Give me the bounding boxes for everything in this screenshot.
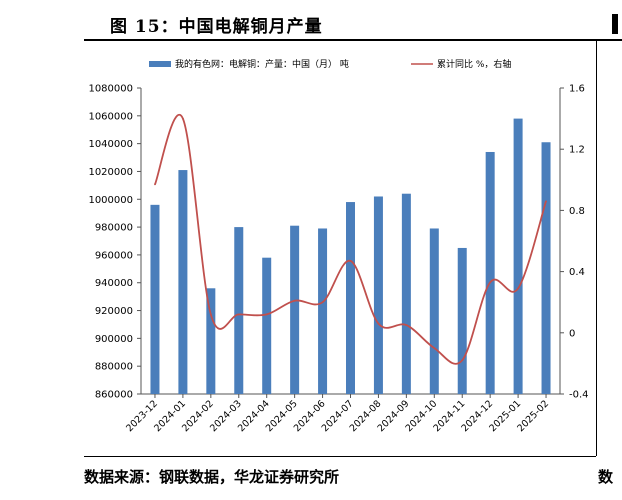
line-point: [377, 322, 380, 325]
left-axis-tick-label: 980000: [95, 223, 133, 234]
line-point: [405, 324, 408, 327]
line-point: [545, 200, 547, 203]
bar: [346, 202, 355, 394]
line-point: [433, 347, 436, 349]
left-axis-tick-label: 1000000: [88, 195, 133, 206]
x-axis: 2023-122024-012024-022024-032024-042024-…: [124, 393, 560, 434]
bar: [318, 228, 328, 394]
left-axis-tick-label: 960000: [95, 250, 133, 261]
right-axis-tick-label: 0.8: [569, 206, 585, 217]
line-point: [182, 117, 184, 120]
bar: [541, 142, 551, 394]
legend-bar-swatch: [149, 61, 171, 67]
bar: [401, 193, 411, 394]
legend-bar-label: 我的有色网：电解铜：产量：中国（月） 吨: [175, 58, 349, 70]
figure-title: 图 15：中国电解铜月产量: [110, 17, 323, 37]
bar: [513, 118, 523, 394]
left-axis-tick-label: 1020000: [88, 167, 133, 178]
left-axis-tick-label: 860000: [95, 390, 133, 401]
left-axis-tick-label: 920000: [95, 306, 133, 317]
source-note: 数据来源：钢联数据，华龙证券研究所: [84, 468, 340, 486]
bottom-rule: [84, 456, 596, 457]
legend-line-label: 累计同比 %，右轴: [437, 58, 511, 70]
line-series: [154, 114, 547, 365]
right-axis-tick-label: 1.2: [569, 145, 585, 156]
left-axis-tick-label: 1060000: [88, 111, 133, 122]
left-axis: 860000 880000 900000 920000 940000 960000 9800…: [88, 84, 142, 401]
line-point: [293, 299, 296, 302]
bar: [206, 288, 216, 394]
left-axis-tick-label: 880000: [95, 362, 133, 373]
right-axis-tick-label: 1.6: [569, 84, 585, 95]
adjacent-panel-source-fragment: 数: [598, 468, 614, 486]
line-point: [237, 313, 240, 316]
panel-divider: [596, 39, 597, 456]
bar: [457, 247, 467, 394]
bar: [150, 204, 160, 394]
bar: [429, 228, 439, 394]
left-axis-tick-label: 1040000: [88, 139, 133, 150]
bar: [234, 227, 244, 394]
cumulative-yoy-line: [154, 114, 547, 365]
right-axis-tick-label: -0.4: [569, 390, 589, 401]
line-point: [154, 183, 156, 186]
top-rule: [84, 39, 622, 41]
right-axis: -0.4 0 0.4 0.8 1.2 1.6: [559, 84, 589, 401]
bar-series: [150, 118, 551, 394]
bar: [290, 225, 300, 394]
adjacent-panel-edge: [612, 14, 618, 34]
left-axis-tick-label: 940000: [95, 278, 133, 289]
right-axis-tick-label: 0: [569, 328, 575, 339]
line-point: [461, 359, 464, 362]
bar: [485, 151, 495, 394]
left-axis-tick-label: 1080000: [88, 84, 133, 95]
right-axis-tick-label: 0.4: [569, 267, 585, 278]
bar: [262, 257, 272, 394]
line-point: [349, 259, 352, 262]
bar: [373, 196, 383, 394]
legend: 我的有色网：电解铜：产量：中国（月） 吨 累计同比 %，右轴: [149, 58, 511, 70]
bar: [178, 170, 188, 394]
line-point: [265, 313, 268, 316]
line-point: [489, 281, 492, 284]
line-point: [209, 313, 212, 316]
line-point: [517, 287, 519, 290]
left-axis-tick-label: 900000: [95, 334, 133, 345]
line-point: [321, 301, 324, 304]
